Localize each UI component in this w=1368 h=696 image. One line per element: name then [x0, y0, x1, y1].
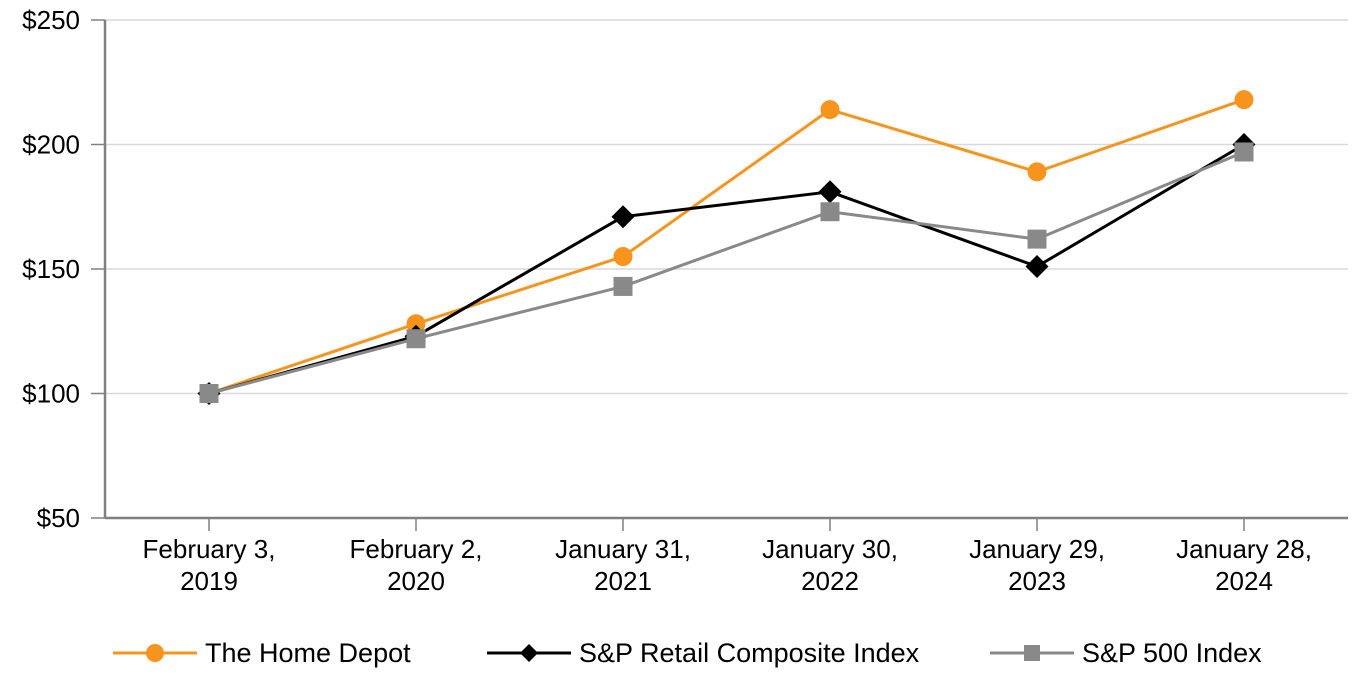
data-point-sp-500-index	[1027, 229, 1047, 249]
series-home-depot	[199, 90, 1254, 403]
x-axis-category-label-line1: February 2,	[350, 534, 483, 564]
legend-label-sp-500-index: S&P 500 Index	[1082, 638, 1262, 668]
x-axis-category-label-line2: 2021	[594, 566, 652, 596]
series-line-sp-retail-composite-index	[207, 143, 1246, 395]
series-line-home-depot	[207, 98, 1246, 395]
x-axis-category-label-line2: 2019	[180, 566, 238, 596]
legend-item-home-depot: The Home Depot	[113, 636, 411, 670]
x-axis-category-label-line1: January 29,	[969, 534, 1105, 564]
x-axis-category-label-line2: 2020	[387, 566, 445, 596]
x-axis-category-label-line2: 2024	[1215, 566, 1273, 596]
data-point-home-depot	[406, 314, 426, 334]
data-point-home-depot	[1027, 162, 1047, 182]
series-line-sp-500-index	[207, 150, 1246, 395]
data-point-sp-500-index	[199, 384, 219, 403]
y-axis-tick-label: $250	[22, 5, 80, 35]
data-point-sp-retail-composite-index	[611, 205, 635, 229]
data-point-sp-retail-composite-index	[818, 180, 842, 204]
data-point-home-depot	[613, 247, 633, 267]
axes	[91, 19, 1348, 531]
data-point-home-depot	[820, 100, 840, 120]
gridlines	[105, 19, 1348, 395]
y-axis-tick-label: $100	[22, 379, 80, 409]
data-point-sp-500-index	[1234, 142, 1254, 162]
x-axis-category-label-line2: 2022	[801, 566, 859, 596]
x-axis-category-label-line1: January 31,	[555, 534, 691, 564]
legend-label-home-depot: The Home Depot	[205, 638, 411, 668]
data-point-sp-retail-composite-index	[1025, 255, 1049, 279]
legend-circle-swatch-home-depot	[113, 644, 197, 662]
data-point-sp-500-index	[613, 276, 633, 296]
legend-label-sp-retail-composite-index: S&P Retail Composite Index	[579, 638, 920, 668]
data-point-sp-500-index	[820, 202, 840, 222]
y-axis-tick-label: $150	[22, 254, 80, 284]
y-axis-tick-label: $50	[37, 503, 80, 533]
x-axis-category-label-line1: January 30,	[762, 534, 898, 564]
legend-item-sp-retail-composite-index: S&P Retail Composite Index	[487, 636, 919, 670]
axis-labels: $250 $200 $150 $100 $50 February 3,2019 Februa…	[22, 5, 1312, 596]
x-axis-category-label-line2: 2023	[1008, 566, 1066, 596]
x-axis-category-label-line1: February 3,	[143, 534, 276, 564]
chart-legend: The Home Depot S&P Retail Composite Index…	[0, 636, 1368, 676]
data-point-home-depot	[1234, 90, 1254, 110]
legend-square-swatch-sp-500-index	[990, 645, 1074, 661]
series-sp-500-index	[199, 142, 1254, 403]
chart-plot-area: $250 $200 $150 $100 $50 February 3,2019 Februa…	[22, 5, 1348, 596]
y-axis-tick-label: $200	[22, 130, 80, 160]
x-axis-category-label-line1: January 28,	[1176, 534, 1312, 564]
legend-item-sp-500-index: S&P 500 Index	[990, 636, 1262, 670]
legend-diamond-swatch-sp-retail-composite-index	[487, 644, 571, 662]
data-point-sp-500-index	[406, 329, 426, 349]
